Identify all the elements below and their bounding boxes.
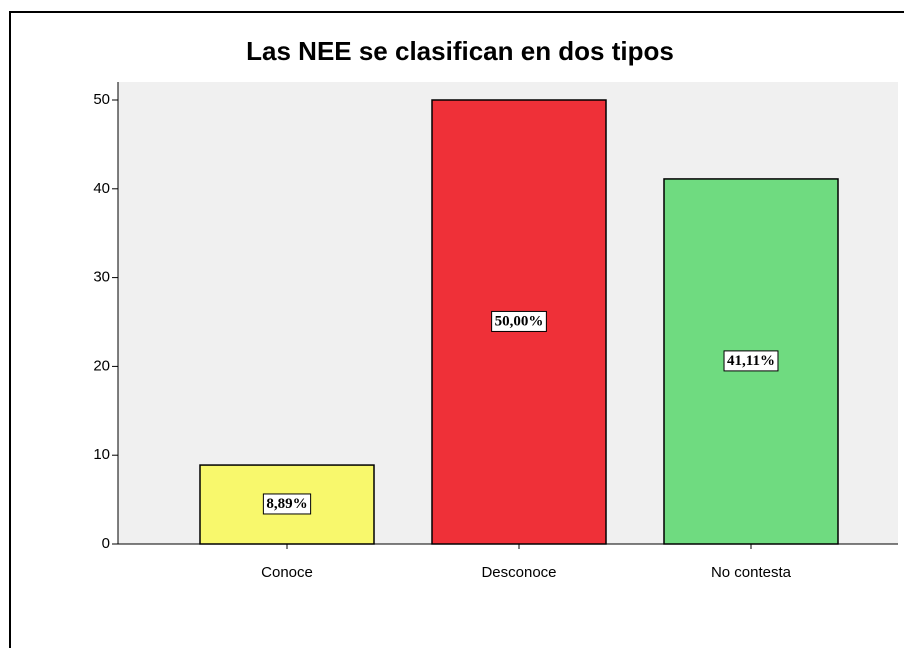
y-tick-label: 50: [93, 91, 110, 108]
chart-title: Las NEE se clasifican en dos tipos: [246, 36, 674, 66]
x-tick-label: Desconoce: [481, 564, 556, 581]
value-label-box: [723, 350, 779, 372]
y-tick-label: 0: [102, 535, 110, 552]
value-label: 50,00%: [495, 313, 544, 329]
value-label-box: [491, 310, 547, 332]
y-tick-label: 30: [93, 269, 110, 286]
value-label-box: [262, 493, 312, 515]
x-tick-label: Conoce: [261, 564, 313, 581]
value-label: 41,11%: [727, 353, 775, 369]
x-tick-label: No contesta: [711, 564, 792, 581]
value-label: 8,89%: [266, 496, 307, 512]
y-tick-label: 40: [93, 180, 110, 197]
y-tick-label: 10: [93, 446, 110, 463]
y-tick-label: 20: [93, 357, 110, 374]
